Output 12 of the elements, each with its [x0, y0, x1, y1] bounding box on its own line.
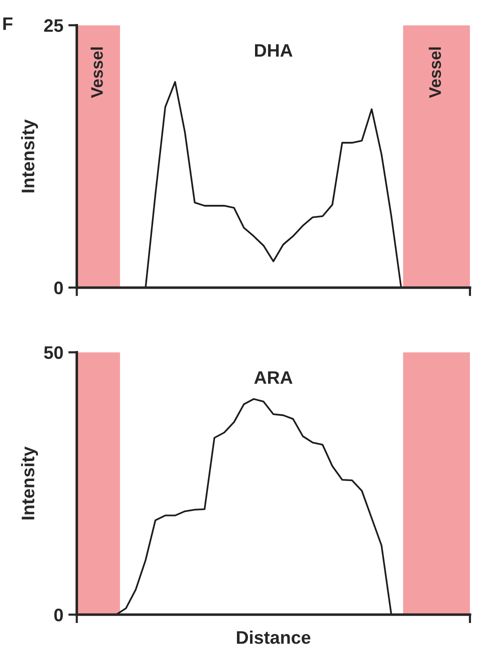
- text: F: [3, 17, 12, 30]
- annotation: Vessel: [90, 47, 103, 98]
- y-tick-label: 50: [44, 346, 63, 360]
- y-axis-title: Intensity: [21, 446, 38, 520]
- x-axis-title: Distance: [236, 630, 310, 644]
- y-tick-label: 0: [54, 282, 63, 294]
- y-axis-title: Intensity: [21, 119, 38, 192]
- y-tick-label: 0: [54, 608, 63, 622]
- annotation: Vessel: [428, 47, 442, 98]
- y-tick-label: 25: [44, 19, 64, 32]
- text: DHA: [255, 44, 292, 57]
- text: ARA: [254, 371, 292, 384]
